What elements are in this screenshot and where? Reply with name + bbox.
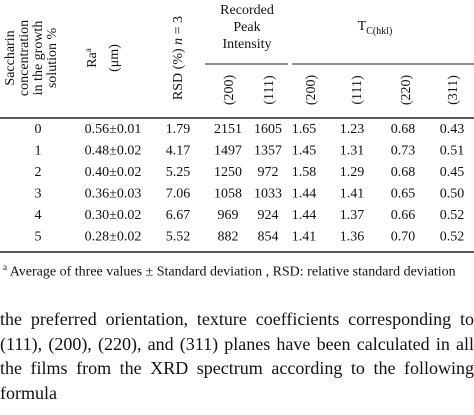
cell: 7.06 xyxy=(166,187,191,202)
header-text: n xyxy=(171,38,186,45)
cell: 1.36 xyxy=(340,230,365,245)
cell: 0.52 xyxy=(440,208,465,223)
cell: 2151 xyxy=(214,122,242,137)
cell: 6.67 xyxy=(166,208,191,223)
header: Intensity xyxy=(223,37,272,52)
cell: 0.52 xyxy=(440,230,465,245)
cell: 5.25 xyxy=(166,165,191,180)
header: Saccharin xyxy=(3,30,18,85)
cell: 0.65 xyxy=(391,187,416,202)
header-sub: C(hkl) xyxy=(366,26,392,37)
paragraph: the preferred orientation, texture coeff… xyxy=(0,309,474,403)
cell: 0.70 xyxy=(391,230,416,245)
cell: 5.52 xyxy=(166,230,191,245)
cell: 1.29 xyxy=(340,165,365,180)
cell: 5 xyxy=(35,230,42,245)
cell: 0.28±0.02 xyxy=(85,230,142,245)
cell: 0.73 xyxy=(391,144,416,159)
header: (μm) xyxy=(107,44,122,72)
header: TC(hkl) xyxy=(358,19,393,37)
cell: 882 xyxy=(218,230,239,245)
cell: 1357 xyxy=(254,144,282,159)
cell: 0.68 xyxy=(391,165,416,180)
header: (200) xyxy=(222,75,237,106)
footnote-text: Average of three values ± Standard devia… xyxy=(9,264,456,280)
header: Peak xyxy=(233,20,260,35)
header: concentration xyxy=(17,20,32,96)
header: (111) xyxy=(262,75,277,105)
cell: 924 xyxy=(258,208,279,223)
cell: 0.40±0.02 xyxy=(85,165,142,180)
cell: 1497 xyxy=(214,144,242,159)
cell: 0.45 xyxy=(440,165,465,180)
cell: 1605 xyxy=(254,122,282,137)
table: Raa (μm) RSD (%) n = 3 TC(hkl) Saccharin… xyxy=(0,3,474,253)
header: (200) xyxy=(304,75,319,106)
cell: 0.68 xyxy=(391,122,416,137)
cell: 1.41 xyxy=(292,230,317,245)
header: (111) xyxy=(350,75,365,105)
cell: 1.41 xyxy=(340,187,365,202)
cell: 972 xyxy=(258,165,279,180)
header: Raa xyxy=(83,48,100,68)
cell: 1.44 xyxy=(292,187,317,202)
cell: 1033 xyxy=(254,187,282,202)
cell: 969 xyxy=(218,208,239,223)
header: (311) xyxy=(446,75,461,105)
header: RSD (%) n = 3 xyxy=(171,16,186,100)
header-text: Ra xyxy=(85,51,100,67)
cell: 1 xyxy=(35,144,42,159)
cell: 1.58 xyxy=(292,165,317,180)
cell: 1.23 xyxy=(340,122,365,137)
cell: 4.17 xyxy=(166,144,191,159)
cell: 1.37 xyxy=(340,208,365,223)
cell: 854 xyxy=(258,230,279,245)
cell: 0.30±0.02 xyxy=(85,208,142,223)
cell: 2 xyxy=(35,165,42,180)
cell: 0.56±0.01 xyxy=(85,122,142,137)
cell: 0.43 xyxy=(440,122,465,137)
cell: 1.31 xyxy=(340,144,365,159)
cell: 0 xyxy=(35,122,42,137)
cell: 0.50 xyxy=(440,187,465,202)
header: (220) xyxy=(399,75,414,106)
cell: 0.48±0.02 xyxy=(85,144,142,159)
cell: 0.66 xyxy=(391,208,416,223)
header-note: a xyxy=(83,48,93,52)
cell: 0.36±0.03 xyxy=(85,187,142,202)
cell: 4 xyxy=(35,208,42,223)
cell: 0.51 xyxy=(440,144,465,159)
footnote-marker: a xyxy=(3,262,7,272)
cell: 1.79 xyxy=(166,122,191,137)
cell: 3 xyxy=(35,187,42,202)
header: in the growth xyxy=(31,21,46,96)
header-text: = 3 xyxy=(171,16,186,34)
cell: 1058 xyxy=(214,187,242,202)
cell: 1.44 xyxy=(292,208,317,223)
cell: 1.45 xyxy=(292,144,317,159)
table-header: Raa (μm) RSD (%) n = 3 TC(hkl) xyxy=(0,16,474,253)
header-text: RSD (%) xyxy=(171,48,186,100)
cell: 1.65 xyxy=(292,122,317,137)
cell: 1250 xyxy=(214,165,242,180)
header: Recorded xyxy=(220,3,274,18)
header-text: T xyxy=(358,19,367,34)
header: solution % xyxy=(45,28,60,89)
footnote: a Average of three values ± Standard dev… xyxy=(3,258,471,282)
